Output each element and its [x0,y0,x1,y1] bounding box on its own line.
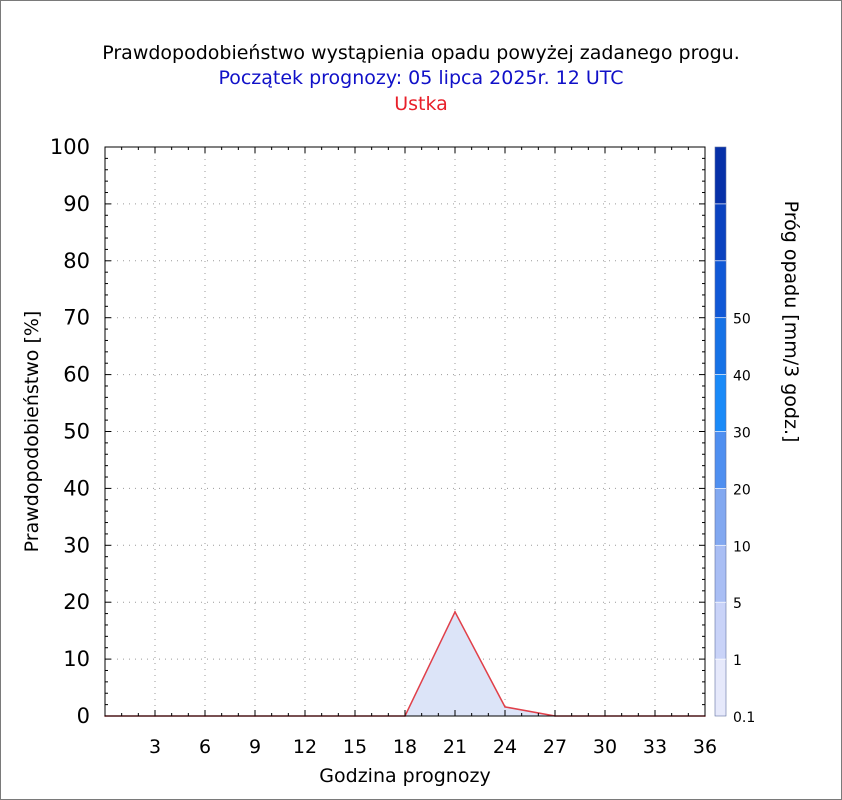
y-tick-label: 100 [50,135,90,159]
x-axis-label: Godzina prognozy [319,765,490,787]
colorbar-segment [715,431,726,489]
colorbar-tick-label: 30 [733,426,751,442]
y-tick-label: 0 [77,704,90,728]
x-tick-label: 36 [693,736,717,758]
colorbar-segment [715,545,726,603]
location-label: Ustka [394,93,448,115]
x-tick-label: 33 [643,736,667,758]
ticks: 3 6 9 12 15 18 21 24 27 30 33 360102030405060708090… [50,135,717,758]
x-tick-label: 18 [393,736,417,758]
x-tick-label: 21 [443,736,467,758]
x-tick-label: 15 [343,736,367,758]
colorbar-segment [715,147,726,204]
colorbar-tick-label: 40 [733,369,751,385]
colorbar-label: Próg opadu [mm/3 godz.] [780,201,802,443]
y-tick-label: 10 [63,647,90,671]
x-tick-label: 27 [543,736,567,758]
colorbar-tick-label: 5 [733,596,742,612]
chart-title: Prawdopodobieństwo wystąpienia opadu pow… [102,42,740,64]
y-tick-label: 30 [63,533,90,557]
data-point [454,611,456,613]
y-tick-label: 90 [63,192,90,216]
colorbar: 0.1 1 5 10 20 30 40 50 [714,146,755,726]
x-tick-label: 30 [593,736,617,758]
y-tick-label: 70 [63,306,90,330]
data-point [504,706,506,708]
x-tick-label: 6 [199,736,211,758]
y-tick-label: 80 [63,249,90,273]
colorbar-segment [715,659,726,716]
colorbar-tick-label: 1 [733,653,742,669]
y-tick-label: 50 [63,420,90,444]
y-tick-label: 60 [63,363,90,387]
colorbar-segment [715,602,726,660]
colorbar-segment [715,260,726,318]
colorbar-tick-label: 50 [733,312,751,328]
x-tick-label: 3 [149,736,161,758]
y-tick-label: 40 [63,476,90,500]
x-tick-label: 12 [293,736,317,758]
colorbar-segment [715,203,726,261]
colorbar-segment [715,374,726,432]
x-tick-label: 24 [493,736,517,758]
chart-subtitle: Początek prognozy: 05 lipca 2025r. 12 UT… [218,67,624,89]
y-axis-label: Prawdopodobieństwo [%] [21,311,43,553]
colorbar-tick-label: 10 [733,539,751,555]
colorbar-segment [715,488,726,546]
y-tick-label: 20 [63,590,90,614]
colorbar-tick-label: 20 [733,482,751,498]
colorbar-segment [715,317,726,375]
grid [105,147,705,716]
x-tick-label: 9 [249,736,261,758]
colorbar-tick-label: 0.1 [733,710,755,726]
